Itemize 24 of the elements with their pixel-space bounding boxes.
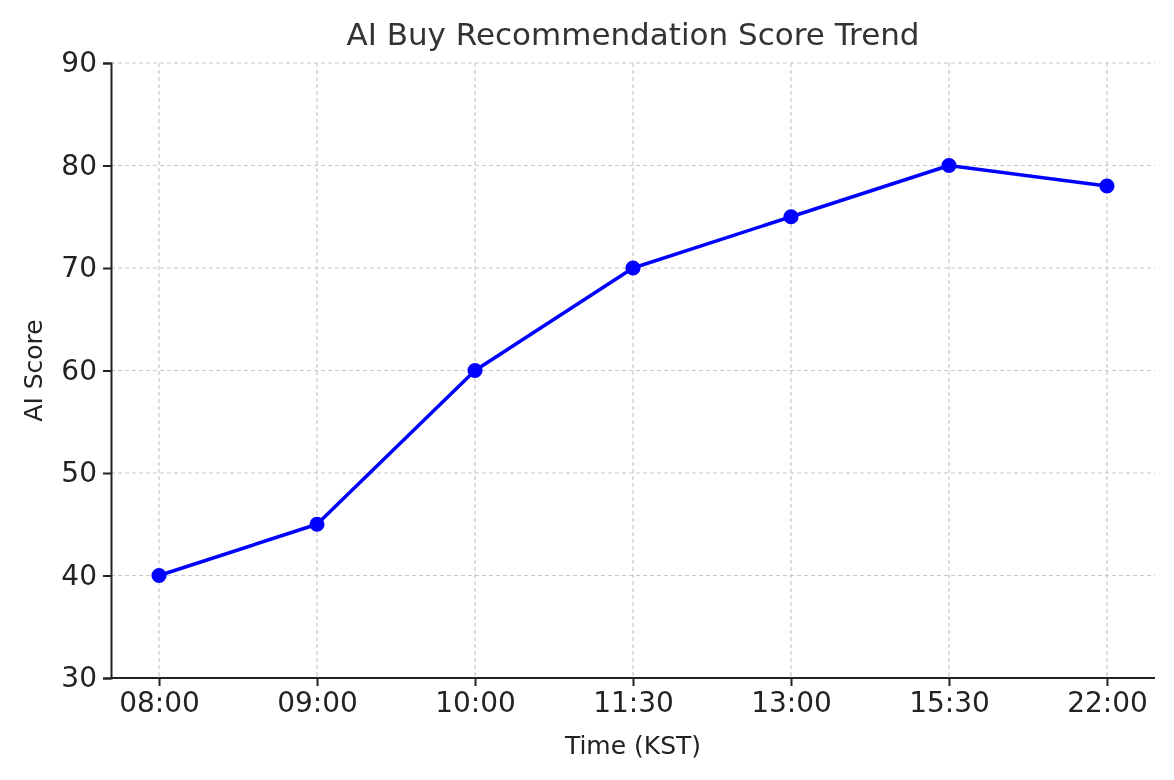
y-tick-label: 40 xyxy=(61,558,97,592)
x-tick-label: 13:00 xyxy=(751,685,832,719)
y-tick-label: 30 xyxy=(61,661,97,695)
x-tick-label: 09:00 xyxy=(277,685,358,719)
y-tick-label: 60 xyxy=(61,353,97,387)
x-tick-label: 15:30 xyxy=(909,685,990,719)
x-tick-label: 11:30 xyxy=(593,685,674,719)
y-tick-label: 50 xyxy=(61,456,97,490)
point xyxy=(783,209,799,225)
point xyxy=(625,260,641,276)
x-tick-label: 08:00 xyxy=(119,685,200,719)
x-axis-title: Time (KST) xyxy=(563,731,702,760)
y-tick-label: 70 xyxy=(61,251,97,285)
y-axis-title: AI Score xyxy=(19,319,48,422)
point xyxy=(1099,178,1115,194)
point xyxy=(941,157,957,174)
chart-title: AI Buy Recommendation Score Trend xyxy=(346,16,920,52)
point xyxy=(309,516,325,532)
point xyxy=(467,362,483,379)
point xyxy=(151,567,167,584)
y-tick-label: 90 xyxy=(61,46,97,80)
y-tick-label: 80 xyxy=(61,148,97,182)
x-tick-label: 10:00 xyxy=(435,685,516,719)
x-tick-label: 22:00 xyxy=(1067,685,1148,719)
